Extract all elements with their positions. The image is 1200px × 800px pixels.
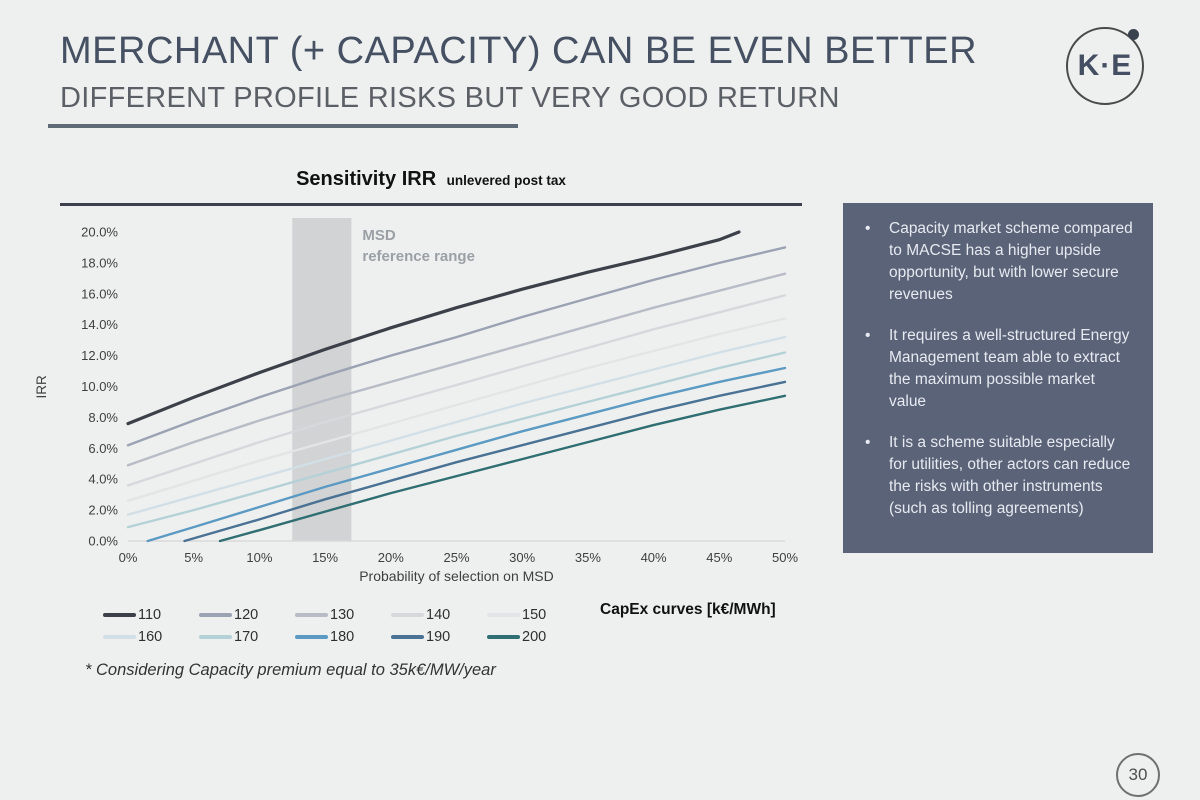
page-number-badge: 30 xyxy=(1116,753,1160,797)
legend-label: 170 xyxy=(234,629,259,645)
legend-label: 110 xyxy=(138,607,162,623)
company-logo: K·E xyxy=(1066,27,1144,105)
y-tick-label: 14.0% xyxy=(81,317,118,332)
legend-swatch-icon xyxy=(199,613,232,617)
insights-panel: Capacity market scheme compared to MACSE… xyxy=(843,203,1153,553)
y-tick-label: 6.0% xyxy=(88,441,118,456)
sensitivity-irr-chart: MSD reference range 0.0% 2.0% 4.0% 6.0% 8.0% 10… xyxy=(34,218,798,584)
y-tick-label: 10.0% xyxy=(81,379,118,394)
series-line-120 xyxy=(126,246,787,447)
x-tick-label: 0% xyxy=(119,550,138,565)
legend-label: 120 xyxy=(234,607,259,623)
x-tick-label: 30% xyxy=(509,550,535,565)
legend-item-170: 170 xyxy=(199,629,295,645)
series-line-150 xyxy=(126,317,787,502)
x-tick-label: 5% xyxy=(184,550,203,565)
legend-swatch-icon xyxy=(199,635,232,639)
series-line-160 xyxy=(126,335,787,516)
y-axis-title: IRR xyxy=(34,375,49,399)
chart-title-suffix: unlevered post tax xyxy=(446,173,566,188)
chart-title: Sensitivity IRR unlevered post tax xyxy=(60,168,802,191)
legend-swatch-icon xyxy=(103,613,136,617)
page-number: 30 xyxy=(1128,765,1148,784)
series-line-170 xyxy=(126,351,787,529)
x-tick-label: 10% xyxy=(246,550,272,565)
insight-bullet: It is a scheme suitable especially for u… xyxy=(863,432,1135,520)
legend-item-110: 110 xyxy=(103,607,199,623)
logo-orbit-dot-icon xyxy=(1128,29,1139,40)
legend-item-150: 150 xyxy=(487,607,583,623)
legend-swatch-icon xyxy=(103,635,136,639)
legend-label: 160 xyxy=(138,629,163,645)
legend-item-160: 160 xyxy=(103,629,199,645)
x-tick-label: 35% xyxy=(575,550,601,565)
series-line-180 xyxy=(146,366,787,543)
legend-item-180: 180 xyxy=(295,629,391,645)
chart-title-main: Sensitivity IRR xyxy=(296,168,437,190)
x-tick-label: 50% xyxy=(772,550,798,565)
legend-label: 140 xyxy=(426,607,451,623)
legend-row-2: 160 170 180 190 200 xyxy=(103,626,583,648)
x-tick-label: 40% xyxy=(641,550,667,565)
footnote: * Considering Capacity premium equal to … xyxy=(85,661,496,679)
y-tick-label: 16.0% xyxy=(81,286,118,301)
legend-swatch-icon xyxy=(391,613,424,617)
legend-label: 150 xyxy=(522,607,547,623)
series-line-110 xyxy=(126,230,741,426)
legend-label: 130 xyxy=(330,607,355,623)
x-tick-label: 15% xyxy=(312,550,338,565)
x-tick-label: 25% xyxy=(443,550,469,565)
series-line-200 xyxy=(218,394,787,543)
x-axis-title: Probability of selection on MSD xyxy=(359,568,554,584)
y-tick-label: 4.0% xyxy=(88,472,118,487)
y-tick-label: 0.0% xyxy=(88,534,118,549)
series-line-130 xyxy=(126,272,787,467)
legend-swatch-icon xyxy=(295,613,328,617)
legend-row-1: 110 120 130 140 150 xyxy=(103,604,583,626)
title-underline xyxy=(48,124,518,128)
legend-item-120: 120 xyxy=(199,607,295,623)
legend-swatch-icon xyxy=(487,635,520,639)
legend-item-130: 130 xyxy=(295,607,391,623)
legend-title: CapEx curves [k€/MWh] xyxy=(600,601,776,618)
msd-band-label: MSD xyxy=(362,227,396,244)
logo-text: K·E xyxy=(1077,49,1133,82)
legend-item-190: 190 xyxy=(391,629,487,645)
legend-label: 180 xyxy=(330,629,355,645)
x-tick-label: 45% xyxy=(706,550,732,565)
y-tick-label: 12.0% xyxy=(81,348,118,363)
legend-label: 200 xyxy=(522,629,547,645)
series-line-190 xyxy=(183,380,787,543)
insight-bullet: Capacity market scheme compared to MACSE… xyxy=(863,218,1135,306)
chart-legend: 110 120 130 140 150 160 170 180 190 200 xyxy=(103,604,583,648)
series-line-140 xyxy=(126,294,787,487)
legend-swatch-icon xyxy=(391,635,424,639)
msd-reference-band xyxy=(292,218,352,541)
insight-bullet: It requires a well-structured Energy Man… xyxy=(863,325,1135,413)
legend-item-200: 200 xyxy=(487,629,583,645)
y-tick-label: 8.0% xyxy=(88,410,118,425)
legend-item-140: 140 xyxy=(391,607,487,623)
chart-divider xyxy=(60,203,802,206)
insights-list: Capacity market scheme compared to MACSE… xyxy=(863,218,1135,520)
y-tick-label: 2.0% xyxy=(88,503,118,518)
y-tick-label: 20.0% xyxy=(81,225,118,240)
slide-title: MERCHANT (+ CAPACITY) CAN BE EVEN BETTER xyxy=(60,30,978,72)
legend-swatch-icon xyxy=(295,635,328,639)
legend-label: 190 xyxy=(426,629,451,645)
msd-band-label: reference range xyxy=(362,248,475,265)
slide-subtitle: DIFFERENT PROFILE RISKS BUT VERY GOOD RE… xyxy=(60,82,840,114)
y-tick-label: 18.0% xyxy=(81,255,118,270)
legend-swatch-icon xyxy=(487,613,520,617)
x-tick-label: 20% xyxy=(378,550,404,565)
